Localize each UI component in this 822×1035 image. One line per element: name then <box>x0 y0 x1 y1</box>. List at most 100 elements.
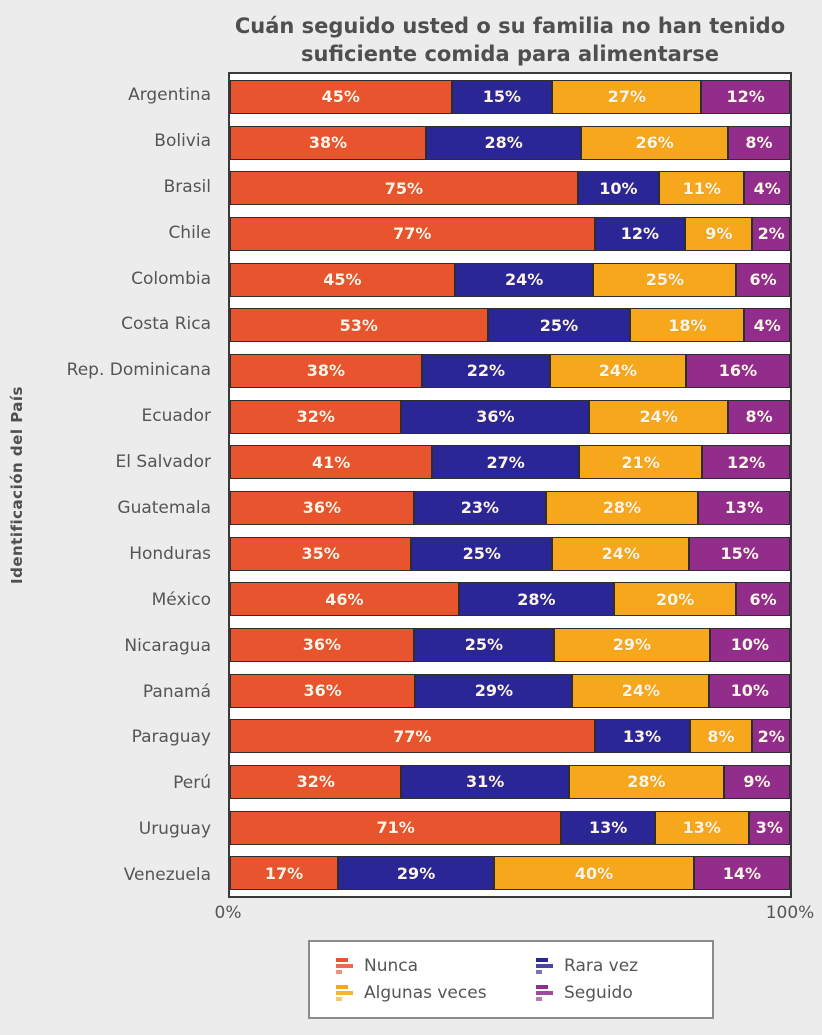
stacked-bar-mexico: 46% 28% 20% 6% <box>230 582 790 617</box>
bar-segment-seguido: 9% <box>723 764 790 799</box>
bar-row-brasil: 75% 10% 11% 4% <box>230 165 790 211</box>
bar-value-label: 16% <box>718 361 758 381</box>
bar-row-paraguay: 77% 13% 8% 2% <box>230 713 790 759</box>
category-label-nicaragua: Nicaragua <box>124 635 211 656</box>
legend-item-nunca: Nunca <box>336 956 536 976</box>
bar-segment-nunca: 36% <box>230 673 416 708</box>
bar-segment-nunca: 53% <box>230 308 488 343</box>
legend-label: Nunca <box>364 956 419 976</box>
bar-row-venezuela: 17% 29% 40% 14% <box>230 850 790 896</box>
bar-segment-rara-vez: 15% <box>451 79 553 114</box>
bar-segment-seguido: 14% <box>693 856 790 891</box>
category-label-honduras: Honduras <box>129 543 211 564</box>
bar-segment-nunca: 38% <box>230 125 427 160</box>
category-label-chile: Chile <box>168 222 211 243</box>
category-labels: Argentina Bolivia Brasil Chile Colombia Costa… <box>0 72 220 898</box>
bar-value-label: 18% <box>668 315 707 335</box>
bar-value-label: 40% <box>574 863 614 883</box>
bar-segment-nunca: 32% <box>230 399 402 434</box>
bar-segment-seguido: 6% <box>736 582 790 617</box>
bar-segment-nunca: 77% <box>230 216 595 251</box>
legend-bars-icon <box>336 958 353 974</box>
bar-value-label: 32% <box>296 772 335 792</box>
legend-label: Algunas veces <box>364 983 487 1003</box>
stacked-bar-brasil: 75% 10% 11% 4% <box>230 171 790 206</box>
bar-segment-algunas-veces: 28% <box>545 490 698 525</box>
bar-value-label: 25% <box>539 315 579 335</box>
stacked-bar-ecuador: 32% 36% 24% 8% <box>230 399 791 434</box>
bar-value-label: 36% <box>302 498 342 518</box>
bar-segment-rara-vez: 36% <box>401 399 590 434</box>
stacked-bar-nicaragua: 36% 25% 29% 10% <box>230 627 790 662</box>
plot-area: 45% 15% 27% 12% 38% 28% 26% 8% 75% 10% 11% 4% 77% 12%… <box>228 72 792 898</box>
bar-value-label: 25% <box>645 270 684 290</box>
bar-value-label: 6% <box>749 270 777 290</box>
legend-label: Seguido <box>564 983 633 1003</box>
bar-segment-rara-vez: 24% <box>454 262 594 297</box>
stacked-bar-el-salvador: 41% 27% 21% 12% <box>230 445 790 480</box>
stacked-bar-bolivia: 38% 28% 26% 8% <box>230 125 790 160</box>
bar-value-label: 29% <box>612 635 651 655</box>
bar-row-el-salvador: 41% 27% 21% 12% <box>230 439 790 485</box>
bar-value-label: 13% <box>622 726 662 746</box>
bar-segment-algunas-veces: 8% <box>689 719 753 754</box>
legend-item-algunas-veces: Algunas veces <box>336 983 536 1003</box>
bar-value-label: 31% <box>466 772 505 792</box>
legend-label: Rara vez <box>564 956 639 976</box>
legend-item-seguido: Seguido <box>536 983 712 1003</box>
bar-value-label: 28% <box>602 498 642 518</box>
bar-segment-nunca: 17% <box>230 856 339 891</box>
bar-value-label: 22% <box>466 361 505 381</box>
category-label-costa-rica: Costa Rica <box>121 314 211 335</box>
bar-value-label: 36% <box>302 635 342 655</box>
bar-value-label: 77% <box>393 726 432 746</box>
bar-value-label: 29% <box>396 863 436 883</box>
bar-value-label: 6% <box>749 589 777 609</box>
bar-segment-algunas-veces: 20% <box>613 582 737 617</box>
bar-segment-seguido: 10% <box>709 673 790 708</box>
bar-segment-rara-vez: 23% <box>413 490 546 525</box>
legend: Nunca Rara vez Algunas veces Seguido <box>308 940 714 1019</box>
legend-bars-icon <box>336 985 353 1001</box>
bar-row-argentina: 45% 15% 27% 12% <box>230 74 790 120</box>
bar-value-label: 27% <box>486 452 525 472</box>
bar-value-label: 28% <box>627 772 666 792</box>
bar-segment-rara-vez: 13% <box>594 719 690 754</box>
bar-segment-seguido: 6% <box>736 262 790 297</box>
category-label-bolivia: Bolivia <box>154 130 211 151</box>
bar-segment-seguido: 3% <box>748 810 791 845</box>
category-label-argentina: Argentina <box>128 84 211 105</box>
bar-segment-rara-vez: 25% <box>411 536 553 571</box>
stacked-bar-uruguay: 71% 13% 13% 3% <box>230 810 791 845</box>
bar-value-label: 24% <box>639 407 678 427</box>
x-axis-tick-0: 0% <box>214 903 242 923</box>
bar-value-label: 38% <box>308 133 348 152</box>
chart-title-line2: suficiente comida para alimentarse <box>301 42 719 67</box>
bar-segment-rara-vez: 22% <box>421 353 550 388</box>
bar-value-label: 4% <box>753 178 781 198</box>
chart-title: Cuán seguido usted o su familia no han t… <box>198 12 822 69</box>
bar-segment-seguido: 2% <box>752 719 790 754</box>
bar-row-nicaragua: 36% 25% 29% 10% <box>230 622 790 668</box>
bar-segment-algunas-veces: 11% <box>659 171 745 206</box>
bar-row-peru: 32% 31% 28% 9% <box>230 759 790 805</box>
bar-value-label: 14% <box>722 863 762 883</box>
bar-segment-algunas-veces: 18% <box>630 308 745 343</box>
bar-segment-algunas-veces: 25% <box>593 262 737 297</box>
bar-segment-seguido: 16% <box>685 353 790 388</box>
bar-segment-rara-vez: 28% <box>426 125 582 160</box>
bar-value-label: 21% <box>621 452 660 472</box>
bar-segment-nunca: 45% <box>230 262 455 297</box>
bar-segment-nunca: 38% <box>230 353 422 388</box>
bar-value-label: 27% <box>607 87 646 107</box>
bar-segment-algunas-veces: 24% <box>549 353 686 388</box>
stacked-bar-chile: 77% 12% 9% 2% <box>230 216 790 251</box>
bar-segment-nunca: 36% <box>230 627 414 662</box>
bar-segment-nunca: 77% <box>230 719 595 754</box>
bar-value-label: 3% <box>755 818 783 838</box>
bar-segment-nunca: 41% <box>230 445 433 480</box>
bar-segment-nunca: 46% <box>230 582 459 617</box>
bar-value-label: 36% <box>476 407 515 427</box>
bar-value-label: 28% <box>517 589 556 609</box>
bar-value-label: 13% <box>724 498 764 518</box>
